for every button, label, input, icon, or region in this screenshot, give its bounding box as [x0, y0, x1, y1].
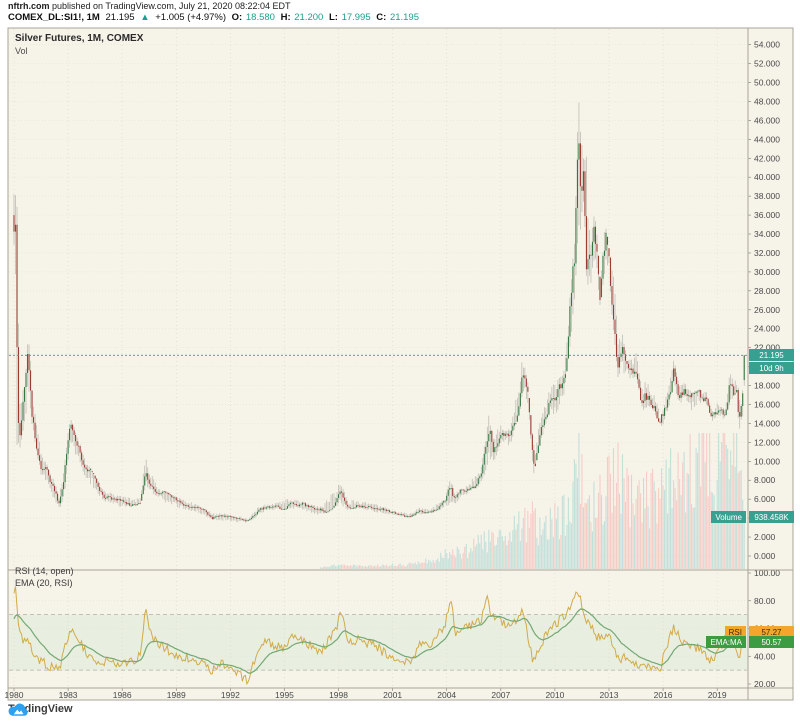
svg-text:2.000: 2.000 [754, 532, 776, 542]
svg-text:14.000: 14.000 [754, 418, 780, 428]
svg-text:6.000: 6.000 [754, 494, 776, 504]
rsi-value-badge: 57.27 [749, 626, 794, 638]
svg-text:50.000: 50.000 [754, 78, 780, 88]
svg-text:2016: 2016 [654, 690, 673, 700]
svg-text:16.000: 16.000 [754, 399, 780, 409]
svg-text:2010: 2010 [545, 690, 564, 700]
svg-text:1986: 1986 [113, 690, 132, 700]
ema-label-badge: EMA:MA [706, 636, 746, 648]
low-value: 17.995 [341, 12, 371, 23]
symbol-line: COMEX_DL:SI1!, 1M 21.195 ▲ +1.005 (+4.97… [8, 12, 422, 23]
svg-text:36.000: 36.000 [754, 210, 780, 220]
svg-text:52.000: 52.000 [754, 59, 780, 69]
svg-text:100.00: 100.00 [754, 568, 780, 578]
svg-text:54.000: 54.000 [754, 40, 780, 50]
svg-text:40.00: 40.00 [754, 651, 776, 661]
publish-text: published on TradingView.com, July 21, 2… [49, 1, 291, 11]
svg-text:38.000: 38.000 [754, 191, 780, 201]
svg-text:48.000: 48.000 [754, 96, 780, 106]
low-label: L: [328, 12, 338, 23]
last-price-text: 21.195 [105, 12, 135, 23]
svg-text:1995: 1995 [275, 690, 294, 700]
svg-text:26.000: 26.000 [754, 305, 780, 315]
symbol-name: COMEX_DL:SI1!, 1M [8, 12, 100, 23]
ema-value-badge: 50.57 [749, 636, 794, 648]
svg-text:44.000: 44.000 [754, 134, 780, 144]
svg-text:2004: 2004 [437, 690, 456, 700]
tradingview-cloud-icon [8, 703, 28, 716]
svg-text:28.000: 28.000 [754, 286, 780, 296]
ema-legend[interactable]: EMA (20, RSI) [15, 578, 73, 588]
svg-text:30.000: 30.000 [754, 267, 780, 277]
svg-text:2013: 2013 [600, 690, 619, 700]
volume-legend[interactable]: Vol [15, 46, 28, 56]
close-value: 21.195 [389, 12, 419, 23]
svg-text:32.000: 32.000 [754, 248, 780, 258]
svg-text:1980: 1980 [5, 690, 24, 700]
publish-line: nftrh.com published on TradingView.com, … [8, 1, 291, 11]
svg-text:2007: 2007 [491, 690, 510, 700]
open-label: O: [231, 12, 243, 23]
svg-text:2019: 2019 [708, 690, 727, 700]
svg-text:24.000: 24.000 [754, 324, 780, 334]
open-value: 18.580 [245, 12, 275, 23]
volume-label-badge: Volume [711, 511, 746, 523]
volume-value-badge: 938.458K [749, 511, 794, 523]
change-text: +1.005 (+4.97%) [155, 12, 227, 23]
svg-text:34.000: 34.000 [754, 229, 780, 239]
svg-text:2001: 2001 [383, 690, 402, 700]
close-label: C: [376, 12, 387, 23]
main-pane-legend[interactable]: Silver Futures, 1M, COMEX [15, 33, 144, 44]
svg-text:18.000: 18.000 [754, 381, 780, 391]
svg-text:8.000: 8.000 [754, 475, 776, 485]
publisher-site: nftrh.com [8, 1, 50, 11]
svg-text:80.00: 80.00 [754, 596, 776, 606]
rsi-label-badge: RSI [724, 626, 746, 638]
svg-text:22.000: 22.000 [754, 343, 780, 353]
tradingview-logo[interactable]: TradingView [8, 703, 73, 716]
rsi-legend[interactable]: RSI (14, open) [15, 566, 74, 576]
svg-text:12.000: 12.000 [754, 437, 780, 447]
svg-text:42.000: 42.000 [754, 153, 780, 163]
svg-text:1998: 1998 [329, 690, 348, 700]
bar-countdown-badge: 10d 9h [749, 362, 794, 374]
svg-text:10.000: 10.000 [754, 456, 780, 466]
svg-text:46.000: 46.000 [754, 115, 780, 125]
last-price-badge: 21.195 [749, 349, 794, 361]
svg-text:40.000: 40.000 [754, 172, 780, 182]
svg-text:1992: 1992 [221, 690, 240, 700]
high-label: H: [280, 12, 291, 23]
svg-text:1983: 1983 [59, 690, 78, 700]
svg-text:20.00: 20.00 [754, 679, 776, 689]
high-value: 21.200 [294, 12, 324, 23]
svg-text:1989: 1989 [167, 690, 186, 700]
svg-text:0.000: 0.000 [754, 551, 776, 561]
up-arrow-icon: ▲ [140, 12, 150, 23]
